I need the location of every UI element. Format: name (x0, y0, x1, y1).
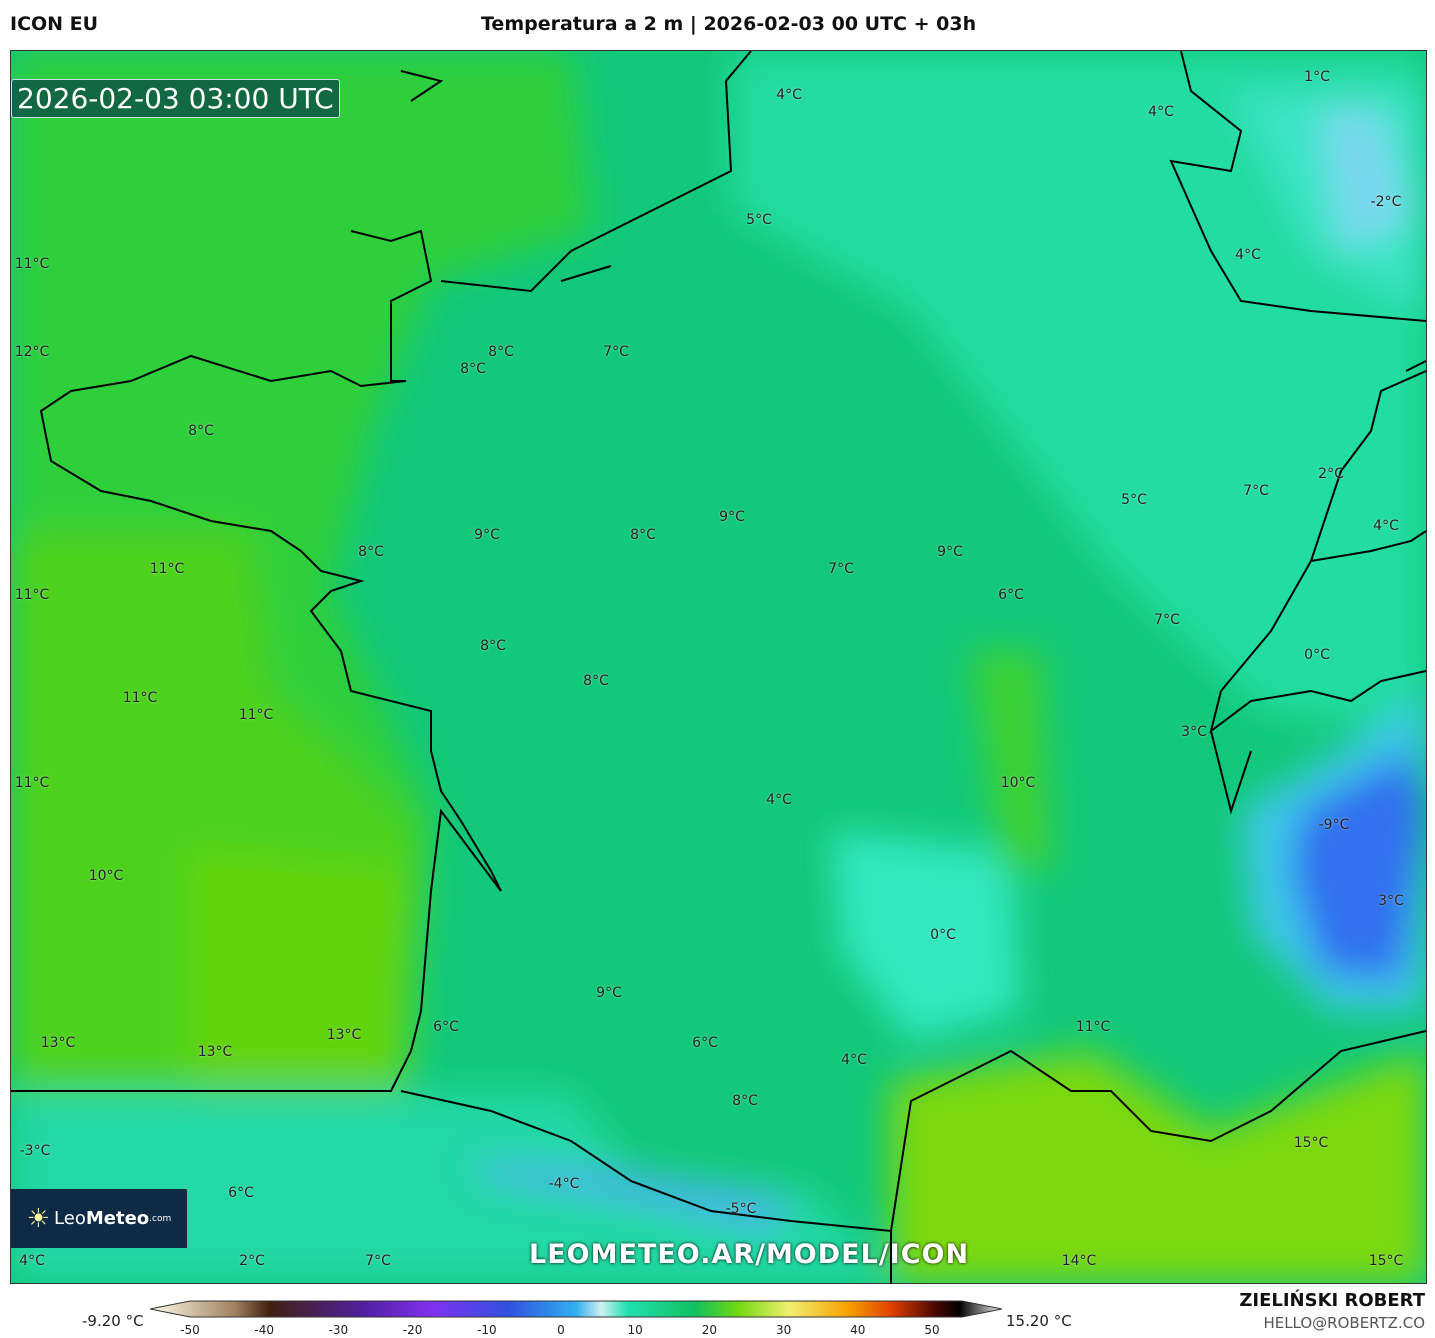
temperature-label: 7°C (603, 344, 629, 360)
sun-icon: ☀ (26, 1203, 51, 1234)
temperature-label: 1°C (1304, 69, 1330, 85)
temperature-label: 7°C (1243, 483, 1269, 499)
temperature-label: 0°C (1304, 647, 1330, 663)
leometeo-logo[interactable]: ☀ Leo Meteo .com (11, 1189, 187, 1248)
temperature-label: 4°C (1148, 104, 1174, 120)
author-email[interactable]: HELLO@ROBERTZ.CO (1263, 1314, 1425, 1332)
temperature-label: 11°C (14, 256, 50, 272)
temperature-label: -5°C (725, 1201, 757, 1217)
temperature-label: 11°C (122, 690, 158, 706)
colorbar-tick: 20 (701, 1323, 718, 1337)
colorbar (150, 1300, 1002, 1318)
temperature-label: 4°C (776, 87, 802, 103)
temperature-label: 8°C (480, 638, 506, 654)
temperature-map[interactable]: 4°C 4°C 1°C -2°C 5°C 4°C 11°C 12°C 8°C 8°C 7°C 8°C 2… (10, 50, 1427, 1284)
temperature-label: 4°C (841, 1052, 867, 1068)
colorbar-tick: -10 (476, 1323, 497, 1337)
temperature-label: -4°C (548, 1176, 580, 1192)
temperature-label: 13°C (326, 1027, 362, 1043)
temperature-label: 5°C (746, 212, 772, 228)
temperature-label: 13°C (40, 1035, 76, 1051)
temperature-label: -3°C (19, 1143, 51, 1159)
temperature-label: 3°C (1181, 724, 1207, 740)
author-name: ZIELIŃSKI ROBERT (1239, 1290, 1425, 1311)
temperature-label: 8°C (188, 423, 214, 439)
temperature-label: 6°C (433, 1019, 459, 1035)
temperature-label: 14°C (1061, 1253, 1097, 1269)
temperature-label: 13°C (197, 1044, 233, 1060)
temperature-label: 4°C (1235, 247, 1261, 263)
temperature-label: 0°C (930, 927, 956, 943)
field-min: -9.20 °C (82, 1312, 144, 1330)
temperature-label: 4°C (766, 792, 792, 808)
colorbar-tick: 0 (557, 1323, 565, 1337)
temperature-label: 6°C (998, 587, 1024, 603)
temperature-label: 3°C (1378, 893, 1404, 909)
temperature-label: 4°C (19, 1253, 45, 1269)
logo-bold: Meteo (85, 1208, 150, 1229)
temperature-label: 8°C (583, 673, 609, 689)
temperature-label: 7°C (365, 1253, 391, 1269)
temperature-label: 8°C (488, 344, 514, 360)
temperature-label: 6°C (692, 1035, 718, 1051)
temperature-field (11, 51, 1426, 1283)
temperature-label: 12°C (14, 344, 50, 360)
temperature-label: 15°C (1368, 1253, 1404, 1269)
colorbar-tick: -20 (402, 1323, 423, 1337)
temperature-label: 9°C (596, 985, 622, 1001)
temperature-label: 2°C (1318, 466, 1344, 482)
temperature-label: 5°C (1121, 492, 1147, 508)
colorbar-tick: 40 (850, 1323, 866, 1337)
colorbar-tick: -50 (180, 1323, 200, 1337)
temperature-label: 11°C (238, 707, 274, 723)
temperature-label: -9°C (1318, 817, 1350, 833)
model-name: ICON EU (10, 13, 99, 35)
temperature-label: 11°C (14, 775, 50, 791)
temperature-label: 9°C (719, 509, 745, 525)
temperature-label: 6°C (228, 1185, 254, 1201)
colorbar-tick: 10 (627, 1323, 643, 1337)
temperature-label: 8°C (460, 361, 486, 377)
colorbar-tick: -30 (328, 1323, 349, 1337)
logo-light: Leo (54, 1208, 86, 1229)
temperature-label: 9°C (937, 544, 963, 560)
temperature-label: -2°C (1370, 194, 1402, 210)
temperature-label: 8°C (630, 527, 656, 543)
temperature-label: 11°C (149, 561, 185, 577)
map-title: Temperatura a 2 m | 2026-02-03 00 UTC + … (481, 13, 977, 35)
watermark-url: LEOMETEO.AR/MODEL/ICON (529, 1239, 970, 1270)
colorbar-tick: 50 (924, 1323, 940, 1337)
temperature-label: 7°C (828, 561, 854, 577)
temperature-label: 10°C (1000, 775, 1036, 791)
colorbar-tick: -40 (254, 1323, 274, 1337)
temperature-label: 9°C (474, 527, 500, 543)
valid-time-stamp: 2026-02-03 03:00 UTC (11, 79, 340, 118)
temperature-label: 8°C (358, 544, 384, 560)
logo-suffix: .com (149, 1213, 172, 1224)
temperature-label: 11°C (1075, 1019, 1111, 1035)
temperature-label: 7°C (1154, 612, 1180, 628)
temperature-label: 2°C (239, 1253, 265, 1269)
temperature-label: 4°C (1373, 518, 1399, 534)
temperature-label: 15°C (1293, 1135, 1329, 1151)
temperature-label: 10°C (88, 868, 124, 884)
colorbar-tick: 30 (775, 1323, 792, 1337)
temperature-label: 8°C (732, 1093, 758, 1109)
field-max: 15.20 °C (1006, 1312, 1072, 1330)
temperature-label: 11°C (14, 587, 50, 603)
